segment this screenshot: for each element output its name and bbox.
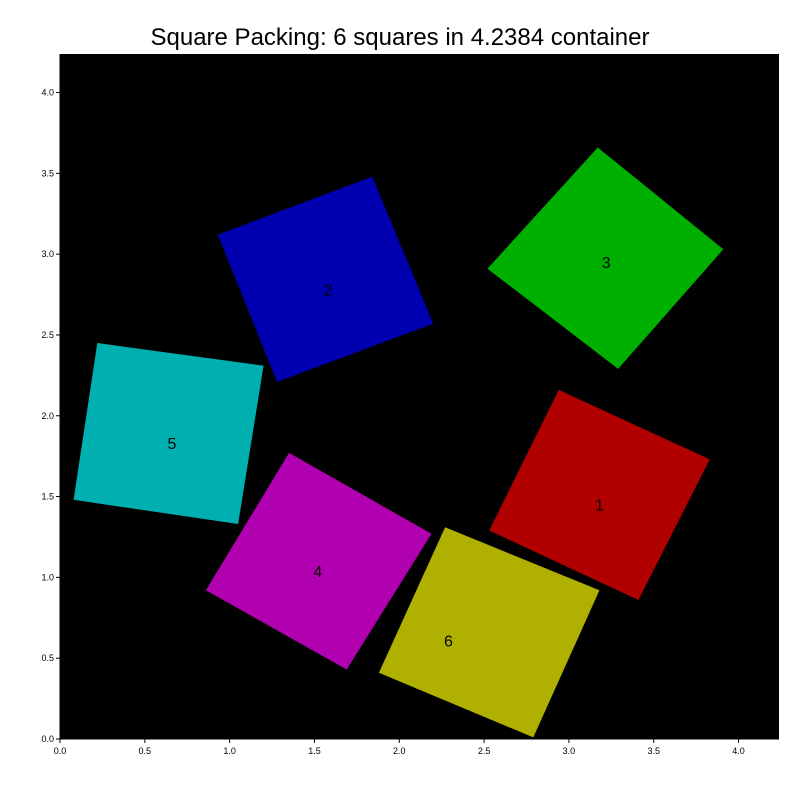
x-tick-label: 0.5 (139, 746, 152, 756)
y-tick-label: 3.5 (41, 168, 54, 178)
square-1 (489, 389, 710, 601)
x-tick-label: 1.5 (308, 746, 321, 756)
square-label-3: 3 (602, 255, 611, 272)
square-3 (487, 147, 724, 369)
chart-title: Square Packing: 6 squares in 4.2384 cont… (151, 24, 650, 51)
y-tick-label: 3.0 (41, 249, 54, 259)
y-tick-label: 1.5 (41, 492, 54, 502)
y-tick-label: 1.0 (41, 572, 54, 582)
y-tick-label: 0.0 (41, 734, 54, 744)
x-tick-label: 2.0 (393, 746, 406, 756)
axes-layer: 0.0 0.5 1.0 1.5 2.0 2.5 3.0 3.5 4.0 0.0 0.5 1.0 1.5 2… (41, 54, 779, 756)
x-tick-label: 3.0 (563, 746, 576, 756)
square-label-5: 5 (168, 436, 177, 453)
x-tick-label: 4.0 (732, 746, 745, 756)
square-5 (73, 343, 264, 525)
square-label-2: 2 (324, 283, 333, 300)
square-label-4: 4 (313, 564, 322, 581)
y-tick-label: 2.5 (41, 330, 54, 340)
square-label-6: 6 (444, 633, 453, 650)
square-6 (378, 527, 600, 738)
y-tick-label: 0.5 (41, 653, 54, 663)
x-tick-label: 0.0 (54, 746, 67, 756)
square-label-1: 1 (595, 498, 604, 515)
x-tick-label: 2.5 (478, 746, 491, 756)
y-tick-label: 2.0 (41, 411, 54, 421)
y-tick-label: 4.0 (41, 88, 54, 98)
x-tick-label: 1.0 (223, 746, 236, 756)
squares-layer: 1 2 3 4 5 6 (73, 147, 724, 738)
square-4 (205, 452, 432, 670)
x-tick-label: 3.5 (647, 746, 660, 756)
square-2 (217, 176, 434, 382)
